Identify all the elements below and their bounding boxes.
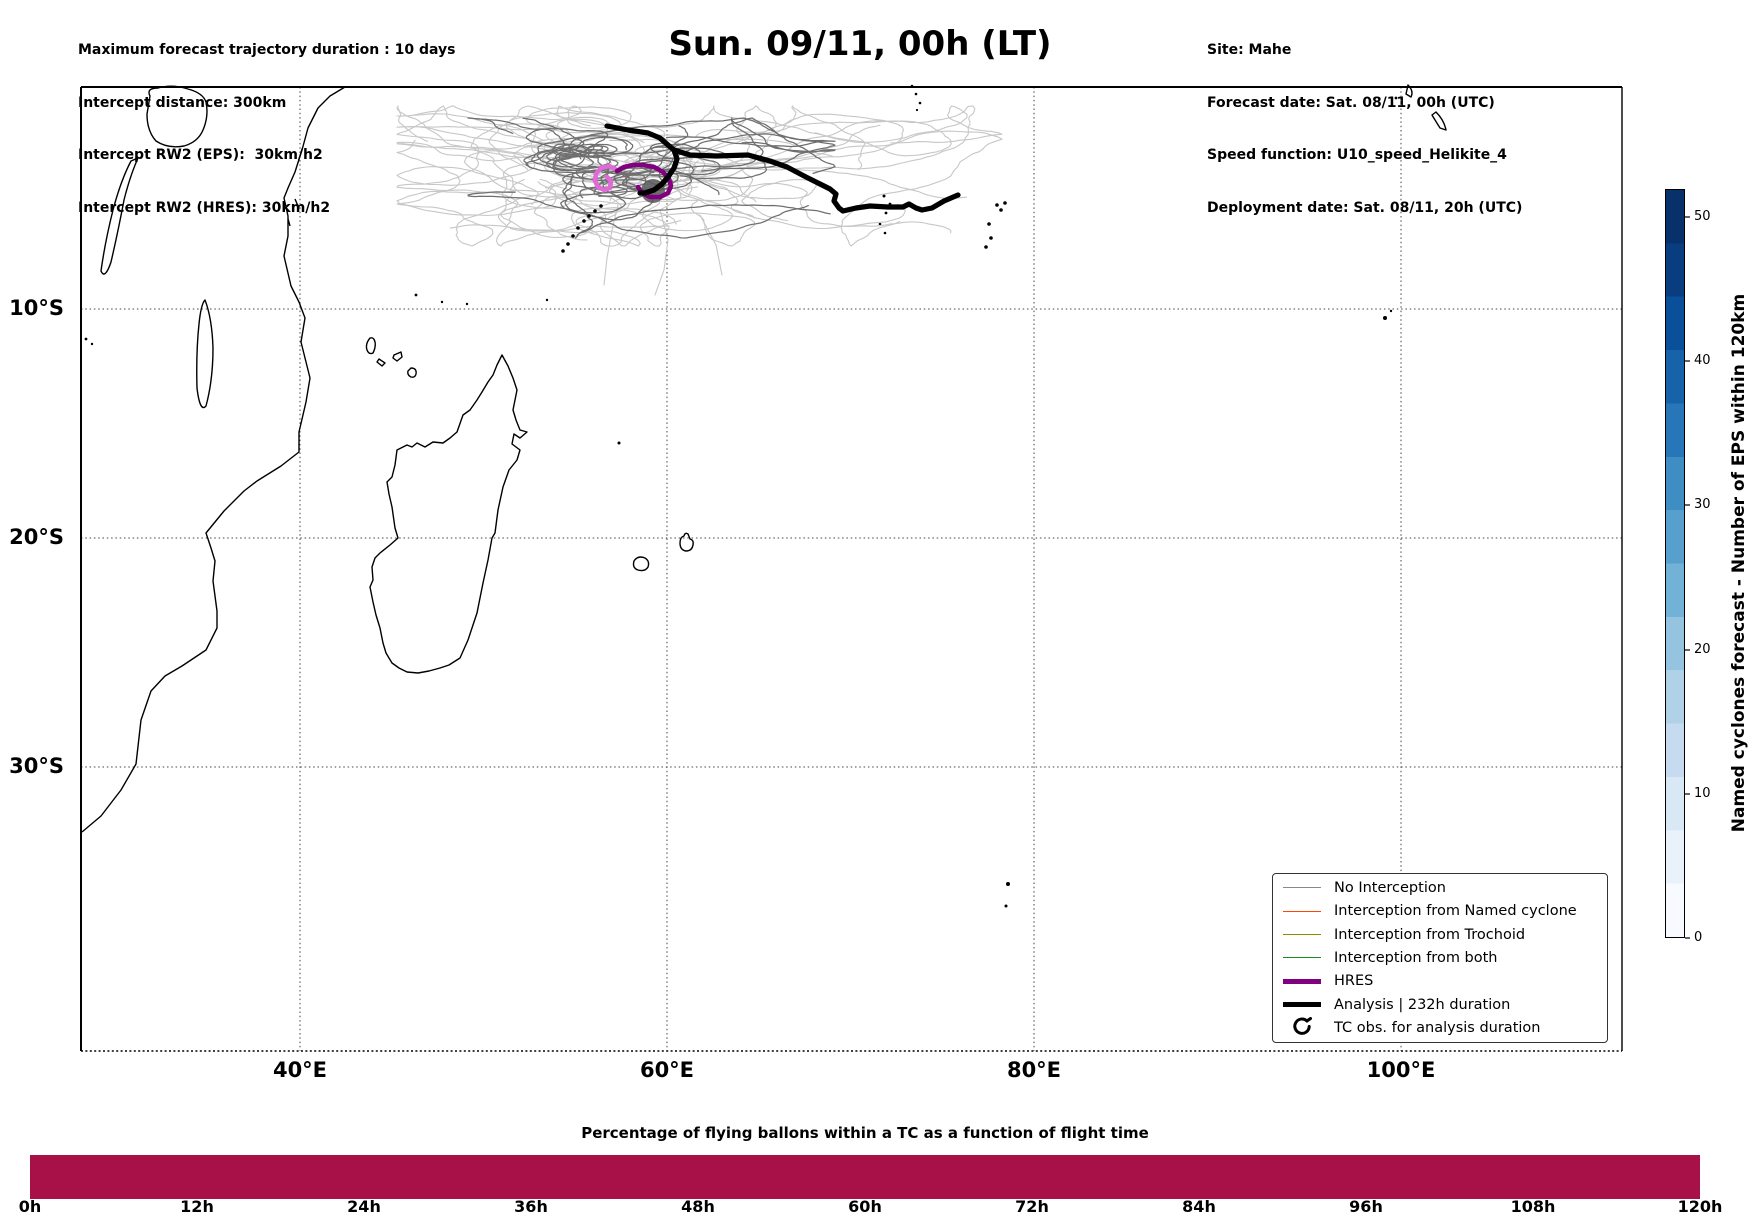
time-tick-12h: 12h xyxy=(180,1197,214,1213)
colorbar-tick: 40 xyxy=(1694,353,1711,368)
annotation-line: Site: Mahe xyxy=(1207,42,1292,58)
colorbar-tick: 50 xyxy=(1694,209,1711,224)
axes-spines xyxy=(80,86,1623,1052)
page-title: Sun. 09/11, 00h (LT) xyxy=(668,24,1052,64)
legend-label: HRES xyxy=(1334,973,1374,990)
purple-line-icon xyxy=(1283,978,1321,984)
colorbar-tick-marks xyxy=(1685,216,1690,939)
comoros-islands xyxy=(365,337,417,378)
balloon-percentage-bar xyxy=(30,1155,1700,1199)
sumatra-fragments xyxy=(1405,84,1447,131)
madagascar xyxy=(369,354,528,674)
annotation-line: Deployment date: Sat. 08/11, 20h (UTC) xyxy=(1207,199,1523,216)
legend-row-tc-obs: TC obs. for analysis duration xyxy=(1283,1017,1607,1040)
x-tick-40E: 40°E xyxy=(272,1058,328,1082)
annotation-line: Maximum forecast trajectory duration : 1… xyxy=(78,42,456,58)
lake-tanganyika xyxy=(100,157,139,275)
x-tick-60E: 60°E xyxy=(639,1058,695,1082)
colorbar-tick: 10 xyxy=(1694,786,1711,801)
colorbar-tick: 0 xyxy=(1694,930,1703,945)
lake-victoria xyxy=(146,85,208,148)
time-tick-0h: 0h xyxy=(18,1197,42,1213)
legend-row-analysis: Analysis | 232h duration xyxy=(1283,993,1607,1016)
legend: No Interception Interception from Named … xyxy=(1272,873,1608,1043)
time-tick-72h: 72h xyxy=(1015,1197,1049,1213)
legend-label: Analysis | 232h duration xyxy=(1334,996,1511,1013)
legend-label: No Interception xyxy=(1334,879,1446,896)
time-tick-120h: 120h xyxy=(1677,1197,1723,1213)
small-islands xyxy=(84,84,1398,908)
time-tick-108h: 108h xyxy=(1510,1197,1556,1213)
time-tick-96h: 96h xyxy=(1349,1197,1383,1213)
legend-row-hres: HRES xyxy=(1283,970,1607,993)
legend-row-trochoid: Interception from Trochoid xyxy=(1283,923,1607,946)
orange-line-icon xyxy=(1283,910,1321,912)
y-tick-20S: 20°S xyxy=(9,525,64,549)
lake-malawi xyxy=(196,299,214,409)
y-tick-10S: 10°S xyxy=(9,296,64,320)
forecast-settings-annotation: Maximum forecast trajectory duration : 1… xyxy=(78,7,455,252)
legend-label: Interception from Trochoid xyxy=(1334,926,1526,943)
annotation-line: Intercept RW2 (HRES): 30km/h2 xyxy=(78,199,331,216)
olive-line-icon xyxy=(1283,934,1321,936)
time-tick-36h: 36h xyxy=(514,1197,548,1213)
bottom-chart-title: Percentage of flying ballons within a TC… xyxy=(581,1124,1149,1142)
reunion-island xyxy=(632,556,650,572)
time-tick-60h: 60h xyxy=(848,1197,882,1213)
legend-row-no-interception: No Interception xyxy=(1283,876,1607,899)
annotation-line: Speed function: U10_speed_Helikite_4 xyxy=(1207,147,1507,163)
y-tick-30S: 30°S xyxy=(9,754,64,778)
legend-label: Interception from both xyxy=(1334,949,1498,966)
tc-obs-markers xyxy=(561,201,1007,253)
africa-east-coast xyxy=(81,86,346,833)
x-tick-100E: 100°E xyxy=(1366,1058,1436,1082)
eps-ensemble-light xyxy=(396,105,1003,296)
tc-symbol-icon xyxy=(1283,1017,1321,1039)
zanzibar-pemba xyxy=(287,198,299,227)
main-tracks xyxy=(592,123,961,214)
annotation-line: Intercept distance: 300km xyxy=(78,94,287,111)
green-line-icon xyxy=(1283,957,1321,959)
mauritius-island xyxy=(679,532,694,552)
time-tick-24h: 24h xyxy=(347,1197,381,1213)
gray-line-icon xyxy=(1283,887,1321,889)
x-tick-80E: 80°E xyxy=(1006,1058,1062,1082)
coastlines xyxy=(81,84,1447,833)
legend-label: TC obs. for analysis duration xyxy=(1334,1020,1541,1037)
colorbar-tick: 30 xyxy=(1694,497,1711,512)
legend-label: Interception from Named cyclone xyxy=(1334,903,1577,920)
black-line-icon xyxy=(1283,1002,1321,1008)
time-tick-84h: 84h xyxy=(1182,1197,1216,1213)
legend-row-named-cyclone: Interception from Named cyclone xyxy=(1283,900,1607,923)
time-tick-48h: 48h xyxy=(681,1197,715,1213)
site-info-annotation: Site: Mahe Forecast date: Sat. 08/11, 00… xyxy=(1207,7,1522,252)
colorbar xyxy=(1665,189,1685,938)
colorbar-tick: 20 xyxy=(1694,642,1711,657)
grid-lines xyxy=(81,87,1622,1051)
annotation-line: Forecast date: Sat. 08/11, 00h (UTC) xyxy=(1207,94,1495,111)
legend-row-both: Interception from both xyxy=(1283,946,1607,969)
annotation-line: Intercept RW2 (EPS): 30km/h2 xyxy=(78,147,323,163)
